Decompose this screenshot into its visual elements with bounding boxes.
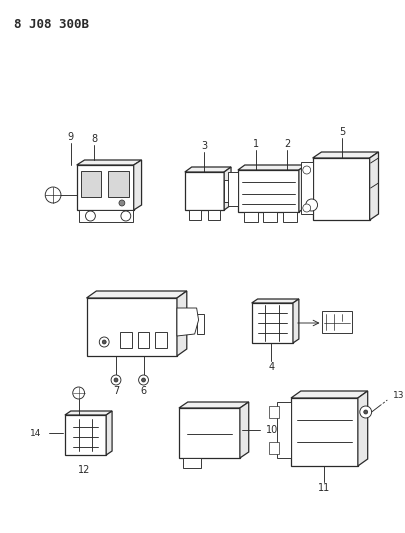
Text: 13: 13 <box>392 392 404 400</box>
Text: 7: 7 <box>113 386 119 396</box>
Polygon shape <box>65 411 112 415</box>
Circle shape <box>114 378 118 382</box>
Circle shape <box>72 387 84 399</box>
Bar <box>137 332 149 348</box>
Polygon shape <box>312 152 377 158</box>
Polygon shape <box>239 402 248 458</box>
Circle shape <box>302 204 310 212</box>
Circle shape <box>359 406 371 418</box>
Bar <box>86 298 177 356</box>
Text: 8 J08 300B: 8 J08 300B <box>14 18 89 31</box>
Text: 5: 5 <box>338 127 344 137</box>
Bar <box>300 162 312 214</box>
Circle shape <box>141 378 145 382</box>
Polygon shape <box>224 167 230 210</box>
Text: 12: 12 <box>78 465 90 475</box>
Bar <box>77 165 133 210</box>
Bar <box>65 415 106 455</box>
Bar <box>269 442 279 454</box>
Text: 3: 3 <box>201 141 207 151</box>
Bar <box>81 171 101 197</box>
Circle shape <box>363 410 367 414</box>
Polygon shape <box>177 308 198 336</box>
Polygon shape <box>290 391 367 398</box>
Polygon shape <box>184 167 230 172</box>
Polygon shape <box>86 291 186 298</box>
Bar <box>224 180 231 202</box>
Bar <box>269 406 279 418</box>
Polygon shape <box>357 391 367 466</box>
Circle shape <box>45 187 61 203</box>
Bar <box>184 172 224 210</box>
Circle shape <box>138 375 148 385</box>
Bar <box>108 171 128 197</box>
Text: 11: 11 <box>318 483 330 493</box>
Bar <box>322 311 351 333</box>
Polygon shape <box>251 299 298 303</box>
Circle shape <box>99 337 109 347</box>
Polygon shape <box>106 411 112 455</box>
Circle shape <box>85 211 95 221</box>
Bar <box>119 332 131 348</box>
Bar <box>282 212 296 222</box>
Bar <box>290 398 357 466</box>
Circle shape <box>302 166 310 174</box>
Bar <box>179 408 239 458</box>
Polygon shape <box>292 299 298 343</box>
Text: 4: 4 <box>268 362 274 372</box>
Polygon shape <box>369 152 377 220</box>
Text: 2: 2 <box>283 139 290 149</box>
Circle shape <box>102 340 106 344</box>
Bar <box>79 210 132 222</box>
Bar <box>155 332 167 348</box>
Bar <box>312 158 369 220</box>
Bar <box>196 314 204 334</box>
Text: 6: 6 <box>140 386 146 396</box>
Text: 10: 10 <box>266 425 278 435</box>
Polygon shape <box>177 291 186 356</box>
Polygon shape <box>298 165 305 212</box>
Polygon shape <box>179 402 248 408</box>
Circle shape <box>119 200 125 206</box>
Bar <box>237 170 298 212</box>
Circle shape <box>305 199 317 211</box>
Bar <box>182 458 200 468</box>
Circle shape <box>121 211 130 221</box>
Bar <box>263 212 277 222</box>
Circle shape <box>111 375 121 385</box>
Bar <box>251 303 292 343</box>
Bar <box>277 402 290 458</box>
Bar <box>208 210 220 220</box>
Polygon shape <box>133 160 141 210</box>
Bar <box>188 210 200 220</box>
Bar <box>243 212 257 222</box>
Text: 1: 1 <box>252 139 258 149</box>
Polygon shape <box>237 165 305 170</box>
Bar <box>228 172 237 206</box>
Text: 8: 8 <box>91 134 97 144</box>
Polygon shape <box>77 160 141 165</box>
Text: 9: 9 <box>68 132 74 142</box>
Text: 14: 14 <box>30 429 41 438</box>
